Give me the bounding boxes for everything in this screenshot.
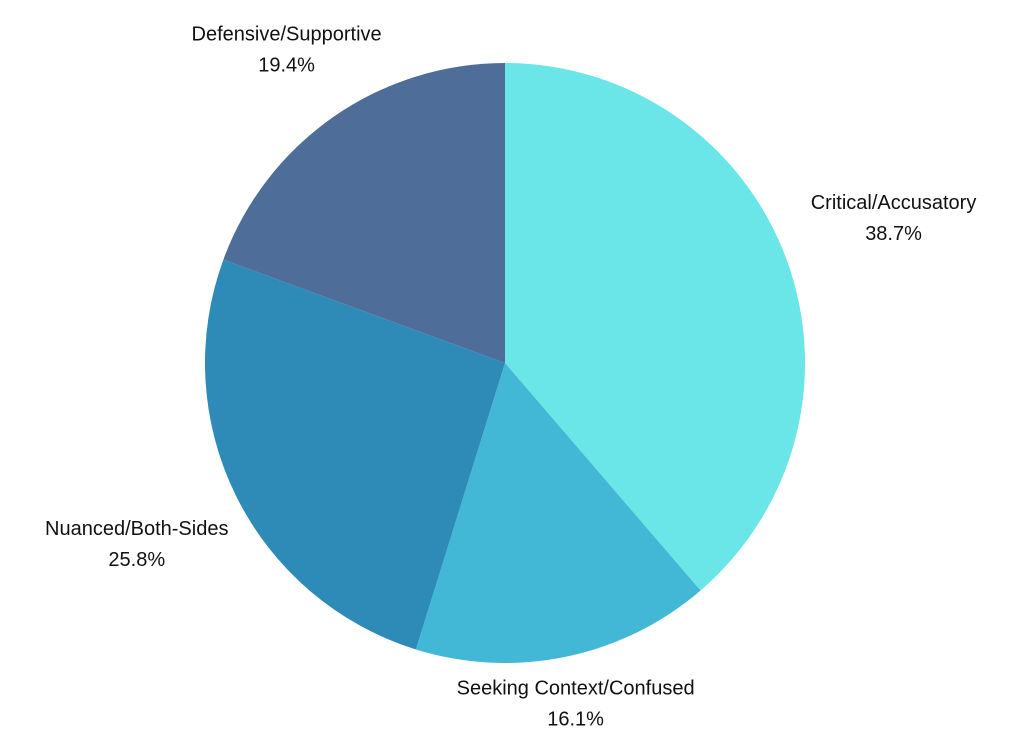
slice-value-label: 19.4% [258,54,315,76]
pie-slice [223,63,506,363]
slice-value-label: 25.8% [108,549,165,571]
slice-label: Defensive/Supportive [192,23,382,45]
pie-slice [505,63,805,591]
slice-label: Nuanced/Both-Sides [45,518,228,540]
slice-value-label: 16.1% [547,708,604,730]
pie-slice [204,259,505,650]
slice-label: Critical/Accusatory [811,192,977,214]
slice-label: Seeking Context/Confused [457,677,695,699]
slice-value-label: 38.7% [865,223,922,245]
pie-slice [415,363,701,663]
